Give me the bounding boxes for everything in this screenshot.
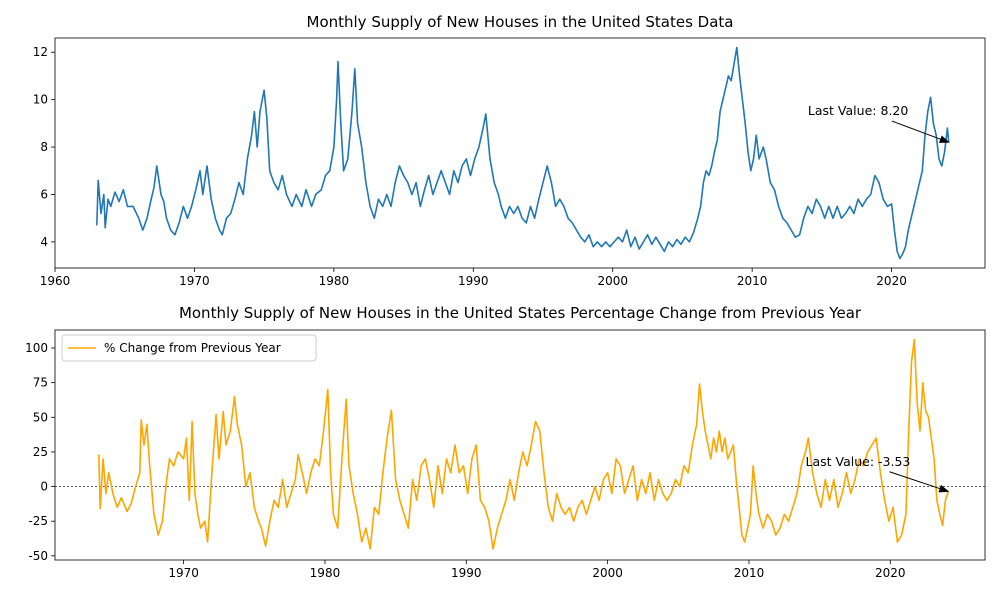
x-tick-label: 1990	[451, 566, 482, 580]
x-tick-label: 2000	[597, 274, 628, 288]
x-tick-label: 2010	[734, 566, 765, 580]
y-tick-label: 75	[33, 376, 48, 390]
legend: % Change from Previous Year	[61, 334, 317, 362]
y-tick-label: 100	[25, 341, 48, 355]
chart-title: Monthly Supply of New Houses in the Unit…	[179, 304, 862, 322]
y-tick-label: 8	[40, 140, 48, 154]
y-tick-label: 6	[40, 187, 48, 201]
pct-change-chart: Monthly Supply of New Houses in the Unit…	[25, 304, 986, 580]
annotation: Last Value: 8.20	[808, 103, 950, 143]
x-tick-label: 1970	[179, 274, 210, 288]
chart-title: Monthly Supply of New Houses in the Unit…	[307, 13, 734, 31]
series-line	[96, 46, 950, 260]
y-tick-label: 12	[33, 45, 48, 59]
x-tick-label: 1970	[168, 566, 199, 580]
axis-ticks: 1960 1970 1980 1990 2000 2010 2020 4 6 8 10 12	[33, 45, 907, 288]
legend-label: % Change from Previous Year	[104, 341, 281, 355]
x-tick-label: 1990	[458, 274, 489, 288]
x-tick-label: 1960	[40, 274, 71, 288]
y-tick-label: 25	[33, 445, 48, 459]
y-tick-label: -50	[28, 549, 48, 563]
annotation-arrow	[889, 471, 950, 493]
y-tick-label: 0	[40, 480, 48, 494]
annotation: Last Value: -3.53	[806, 454, 950, 493]
annotation-arrow	[891, 120, 950, 143]
y-tick-label: 50	[33, 410, 48, 424]
y-tick-label: 4	[40, 235, 48, 249]
x-tick-label: 2000	[592, 566, 623, 580]
y-tick-label: -25	[28, 514, 48, 528]
x-tick-label: 1980	[319, 274, 350, 288]
supply-chart: Monthly Supply of New Houses in the Unit…	[33, 13, 986, 288]
plot-frame	[54, 329, 986, 561]
legend-box	[61, 334, 317, 362]
annotation-text: Last Value: -3.53	[806, 454, 911, 469]
x-tick-label: 2020	[876, 274, 907, 288]
x-tick-label: 2010	[737, 274, 768, 288]
x-tick-label: 2020	[875, 566, 906, 580]
plot-frame	[54, 37, 986, 269]
axis-ticks: 1970 1980 1990 2000 2010 2020 -50 -25 0 25 50 75 100	[25, 341, 905, 580]
x-tick-label: 1980	[310, 566, 341, 580]
annotation-text: Last Value: 8.20	[808, 103, 908, 118]
series-line	[98, 338, 950, 550]
y-tick-label: 10	[33, 93, 48, 107]
